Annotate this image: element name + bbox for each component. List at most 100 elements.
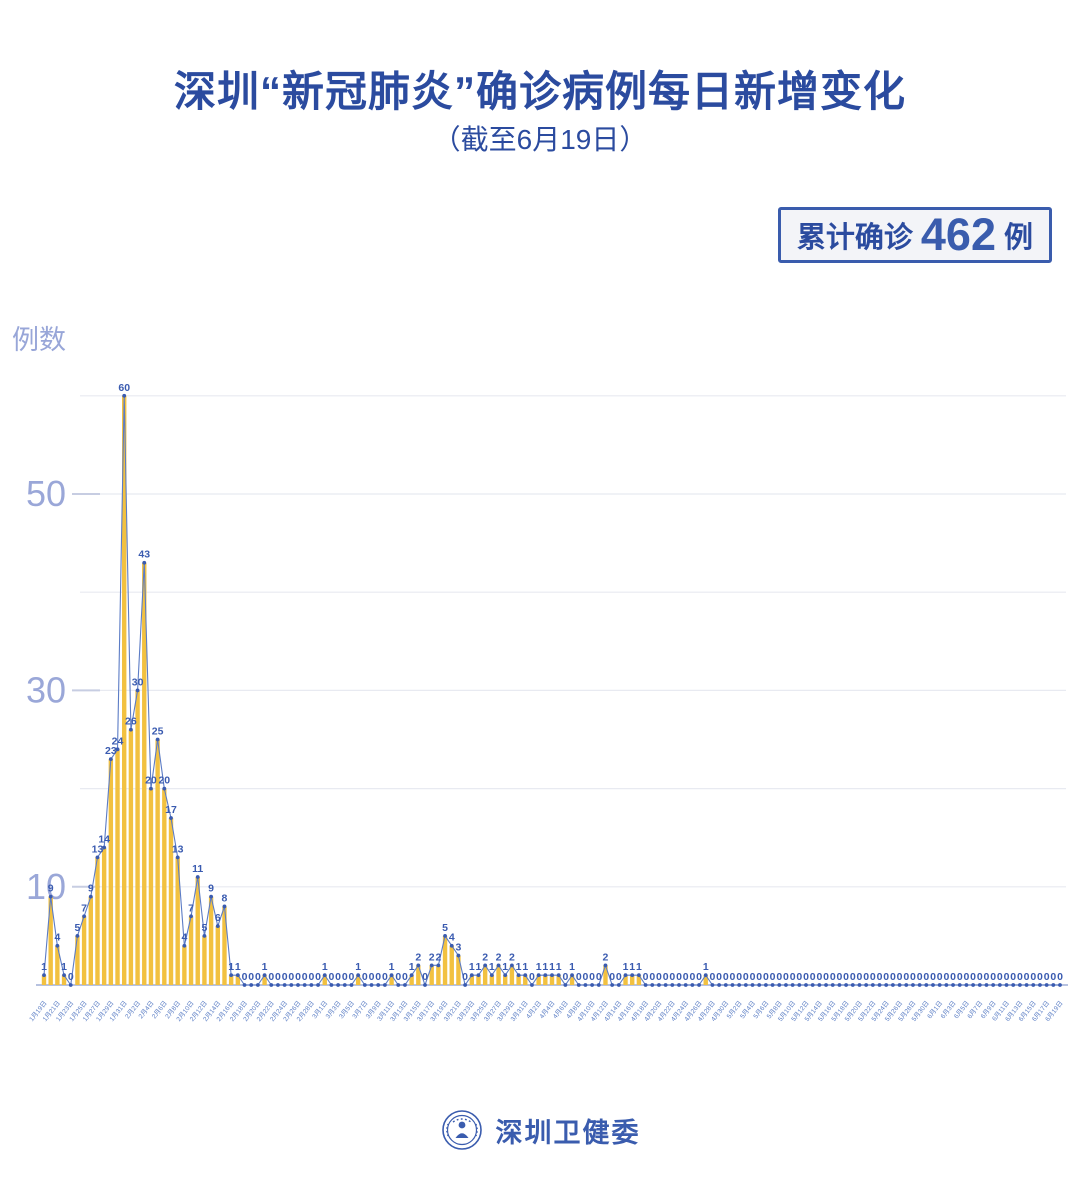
data-point-label: 0 [275,971,281,983]
bar [630,975,635,985]
badge-unit: 例 [1003,222,1033,254]
data-point [282,983,287,987]
bar [142,562,147,985]
data-point [971,983,976,987]
data-point-label: 0 [308,971,314,983]
data-point-label: 4 [449,932,455,944]
data-point [770,983,775,987]
data-point-label: 43 [138,549,150,561]
bar [122,395,127,985]
data-point-label: 0 [282,971,288,983]
data-point-label: 0 [790,971,796,983]
data-point [857,983,862,987]
data-point [509,963,514,968]
data-point-label: 0 [810,971,816,983]
data-point [937,983,942,987]
bar [41,975,47,985]
data-point-label: 0 [756,971,762,983]
data-point [329,983,334,987]
data-point [342,983,347,987]
data-point-label: 4 [54,932,60,944]
data-point [1038,983,1042,987]
data-point [556,973,561,978]
bar [603,965,608,985]
data-point [362,983,367,987]
data-point-label: 4 [181,932,187,944]
data-point [108,757,113,762]
data-point [784,983,788,987]
data-point-label: 0 [743,971,749,983]
data-point-label: 0 [877,971,883,983]
data-point-label: 11 [192,863,203,875]
page-title: 深圳“新冠肺炎”确诊病例每日新增变化 [173,68,906,115]
data-point [1004,983,1009,987]
data-point [984,983,989,987]
data-point-label: 0 [656,971,662,983]
bar [516,975,521,985]
data-point-label: 0 [328,971,334,983]
data-point-label: 0 [395,971,401,983]
bar [215,926,220,985]
data-point-label: 0 [288,971,294,983]
data-point [777,983,782,987]
data-point-label: 2 [429,951,435,963]
data-point [1058,983,1062,987]
data-point-label: 0 [315,971,321,983]
data-point [489,973,494,978]
data-point-label: 1 [522,961,528,973]
data-point-label: 1 [235,961,241,973]
bar [162,788,167,985]
bar [389,975,394,985]
data-point-label: 0 [242,971,248,983]
data-point-label: 1 [629,961,635,973]
data-point-label: 0 [683,971,689,983]
data-point-label: 0 [362,971,368,983]
data-point [690,983,695,987]
data-point-label: 0 [616,971,622,983]
data-point-label: 9 [88,883,94,895]
data-point-label: 0 [1037,971,1043,983]
data-point-label: 0 [910,971,916,983]
data-point-label: 0 [609,971,615,983]
data-point-label: 0 [997,971,1003,983]
bar [636,975,642,985]
data-point [416,963,421,968]
data-point [523,973,528,978]
data-point-label: 1 [389,961,395,973]
data-point [977,983,982,987]
data-point-label: 0 [857,971,863,983]
data-point-label: 2 [496,951,502,963]
data-point-label: 0 [402,971,408,983]
bar [135,690,140,985]
data-point-label: 0 [255,971,261,983]
bar [175,857,180,985]
data-point-label: 7 [188,902,194,914]
data-point-label: 1 [636,961,642,973]
data-point-label: 1 [262,961,268,973]
cumulative-total-badge: 累计确诊 462 例 [777,207,1052,263]
data-point [550,973,554,978]
data-point-label: 1 [549,961,555,973]
data-point [182,943,187,948]
data-point [750,983,755,987]
data-point [516,973,521,978]
data-point [429,963,434,968]
data-point [102,845,107,850]
data-point [443,934,447,938]
data-point-label: 0 [295,971,301,983]
bar [429,965,434,985]
data-point [650,983,655,987]
data-point [122,393,127,398]
data-point-label: 0 [917,971,923,983]
data-point-label: 0 [863,971,869,983]
data-point [95,855,100,860]
data-point [616,983,621,987]
data-point-label: 0 [248,971,254,983]
data-point-label: 13 [172,843,184,855]
data-point [1051,983,1056,987]
data-point [743,983,748,987]
data-point [824,983,828,987]
data-point [663,983,668,987]
org-name: 深圳卫健委 [495,1117,641,1148]
